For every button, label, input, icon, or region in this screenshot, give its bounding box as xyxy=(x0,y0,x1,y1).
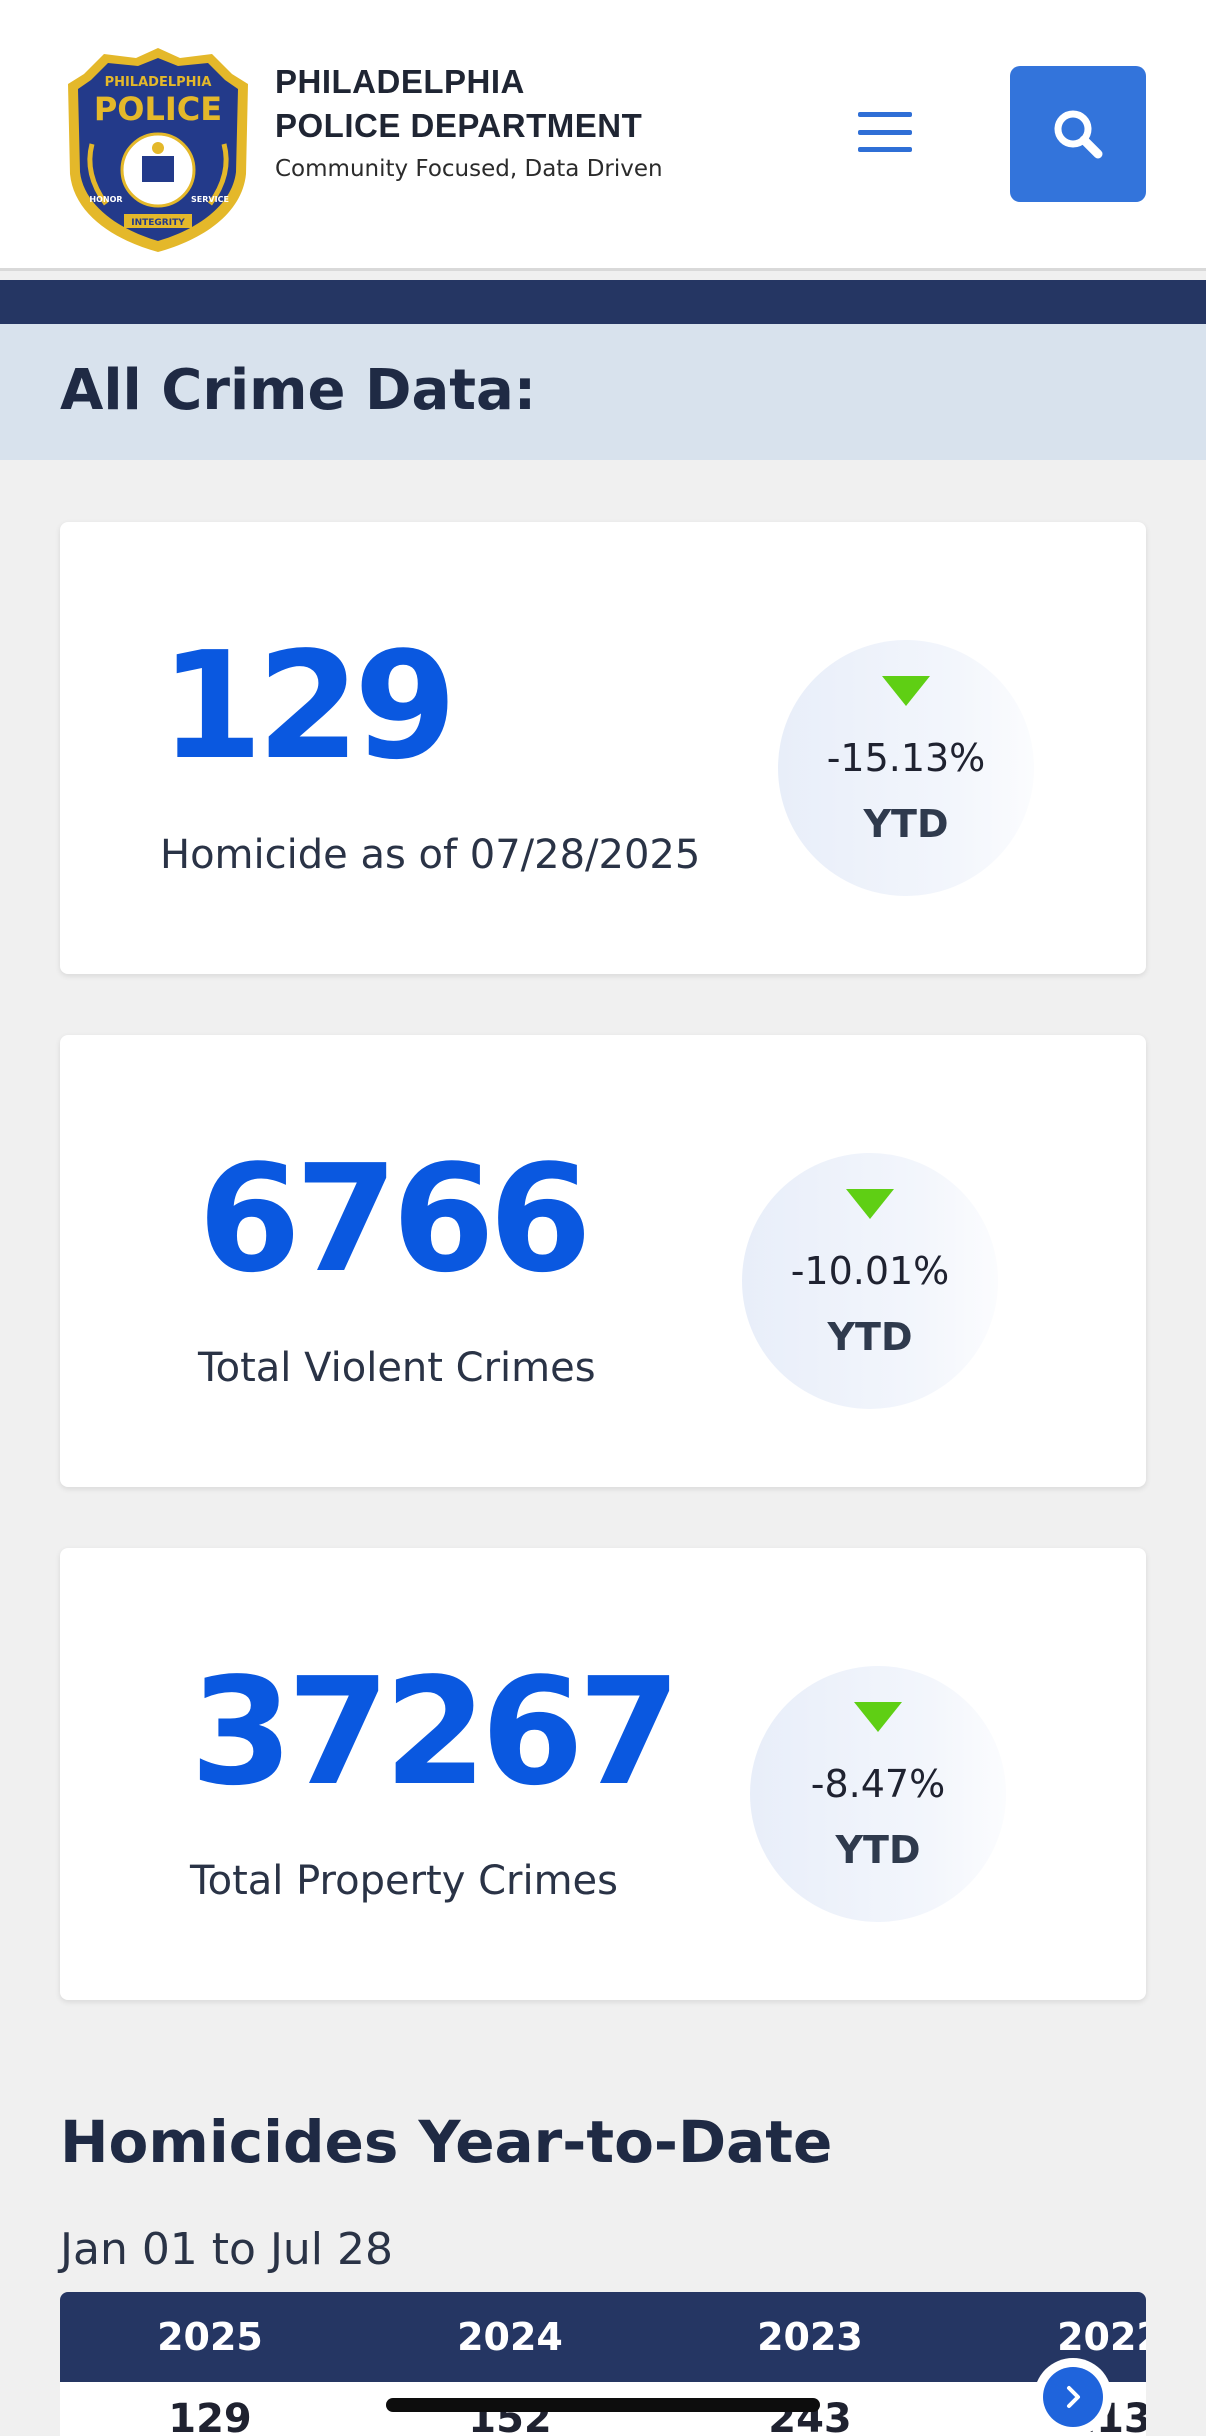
ytd-change-value: -8.47% xyxy=(810,1762,946,1806)
search-button[interactable] xyxy=(1010,66,1146,202)
stat-label: Homicide as of 07/28/2025 xyxy=(160,832,701,878)
ytd-change-badge: -10.01% YTD xyxy=(742,1153,998,1409)
ytd-label: YTD xyxy=(827,1315,913,1359)
down-arrow-icon xyxy=(882,676,930,706)
stat-value: 37267 xyxy=(190,1646,681,1818)
homicide-stat-card: 129 Homicide as of 07/28/2025 -15.13% YT… xyxy=(60,522,1146,974)
police-badge-logo[interactable]: PHILADELPHIA POLICE HONOR SERVICE INTEGR… xyxy=(62,44,254,256)
tagline: Community Focused, Data Driven xyxy=(275,156,663,182)
homicides-ytd-title: Homicides Year-to-Date xyxy=(60,2108,833,2176)
ytd-label: YTD xyxy=(863,802,949,846)
homicides-ytd-table[interactable]: 2025 2024 2023 2022 129 152 243 213 xyxy=(60,2292,1146,2436)
down-arrow-icon xyxy=(854,1702,902,1732)
brand-text[interactable]: PHILADELPHIA POLICE DEPARTMENT Community… xyxy=(275,60,663,182)
stat-value: 6766 xyxy=(198,1133,592,1305)
column-header: 2023 xyxy=(757,2315,863,2359)
ytd-label: YTD xyxy=(835,1828,921,1872)
ytd-change-badge: -15.13% YTD xyxy=(778,640,1034,896)
table-cell: 129 xyxy=(168,2396,252,2436)
homicides-ytd-range: Jan 01 to Jul 28 xyxy=(60,2224,394,2275)
table-header: 2025 2024 2023 2022 xyxy=(60,2292,1146,2382)
chevron-right-icon xyxy=(1067,2386,1080,2408)
column-header: 2025 xyxy=(157,2315,263,2359)
search-icon xyxy=(1054,110,1103,159)
nav-bar xyxy=(0,280,1206,324)
section-title: All Crime Data: xyxy=(60,358,537,423)
column-header: 2022 xyxy=(1057,2315,1146,2359)
home-indicator[interactable] xyxy=(386,2398,820,2412)
down-arrow-icon xyxy=(846,1189,894,1219)
site-header: PHILADELPHIA POLICE HONOR SERVICE INTEGR… xyxy=(0,0,1206,271)
svg-text:HONOR: HONOR xyxy=(89,195,122,204)
brand-line-2: POLICE DEPARTMENT xyxy=(275,107,643,144)
violent-crimes-stat-card: 6766 Total Violent Crimes -10.01% YTD xyxy=(60,1035,1146,1487)
stat-value: 129 xyxy=(160,620,457,792)
ytd-change-badge: -8.47% YTD xyxy=(750,1666,1006,1922)
stat-label: Total Violent Crimes xyxy=(198,1345,596,1391)
section-header: All Crime Data: xyxy=(0,324,1206,460)
scroll-next-button[interactable] xyxy=(1034,2358,1112,2436)
svg-text:SERVICE: SERVICE xyxy=(191,195,229,204)
hamburger-menu-icon[interactable] xyxy=(858,112,912,152)
ytd-change-value: -15.13% xyxy=(826,736,986,780)
svg-text:POLICE: POLICE xyxy=(94,90,222,128)
brand-line-1: PHILADELPHIA xyxy=(275,63,525,100)
stat-label: Total Property Crimes xyxy=(190,1858,619,1904)
svg-text:PHILADELPHIA: PHILADELPHIA xyxy=(105,75,212,90)
property-crimes-stat-card: 37267 Total Property Crimes -8.47% YTD xyxy=(60,1548,1146,2000)
column-header: 2024 xyxy=(457,2315,563,2359)
svg-text:INTEGRITY: INTEGRITY xyxy=(131,218,185,228)
ytd-change-value: -10.01% xyxy=(790,1249,950,1293)
